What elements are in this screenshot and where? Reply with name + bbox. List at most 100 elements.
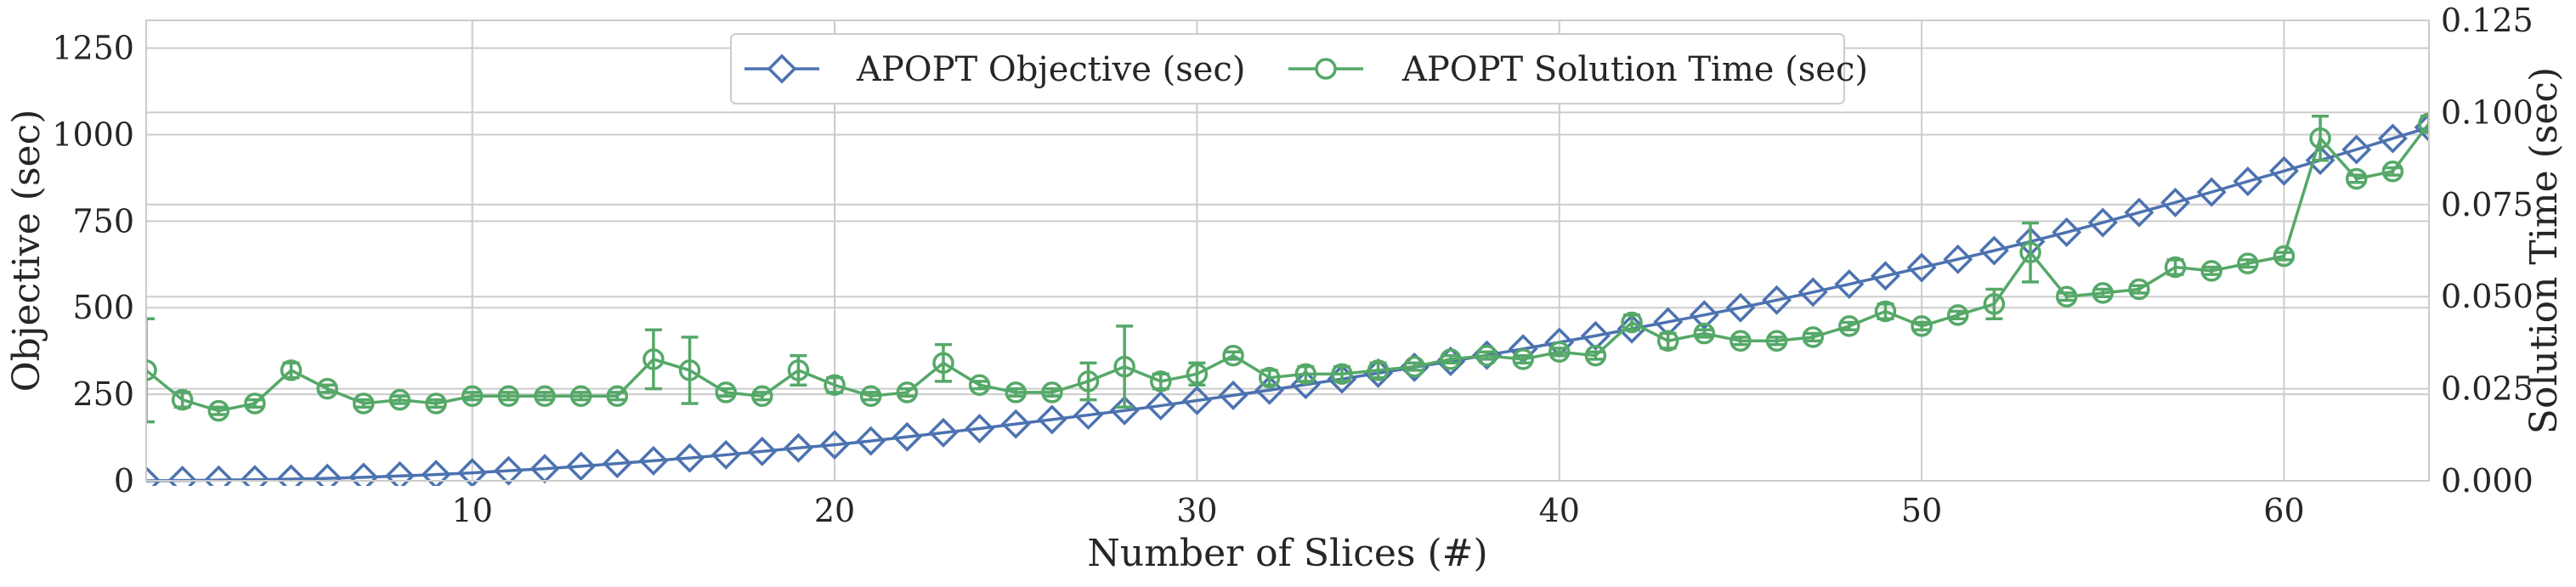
solution-time-point — [2309, 127, 2331, 150]
solution-time-point — [2273, 245, 2296, 268]
objective-point — [167, 466, 198, 486]
y-left-tick-label: 1000 — [52, 116, 134, 153]
objective-point — [1580, 320, 1611, 351]
objective-point — [493, 455, 524, 486]
solution-time-point — [1983, 293, 2006, 315]
y-right-tick-label: 0.025 — [2441, 370, 2534, 408]
solution-time-point — [2055, 285, 2078, 308]
y-left-tick-label: 0 — [114, 462, 134, 500]
solution-time-point — [1475, 344, 1498, 367]
solution-time-point — [2237, 252, 2259, 274]
objective-point — [312, 463, 343, 486]
legend: APOPT Objective (sec) APOPT Solution Time… — [730, 33, 1868, 104]
solution-time-point — [316, 377, 338, 400]
solution-time-point — [497, 385, 520, 408]
objective-point — [1146, 391, 1176, 421]
objective-point — [675, 443, 705, 473]
solution-time-point — [2092, 282, 2115, 304]
objective-point — [1689, 300, 1719, 330]
y-axis-right-title: Solution Time (sec) — [2522, 67, 2566, 434]
objective-point — [1073, 400, 1103, 431]
solution-time-point — [859, 385, 882, 408]
solution-time-point — [1113, 355, 1135, 378]
solution-time-point — [1041, 381, 1063, 404]
series-objective — [146, 112, 2429, 486]
solution-time-point — [1838, 315, 1860, 337]
legend-box — [730, 33, 1845, 104]
legend-entry-solution-time: APOPT Solution Time (sec) — [1288, 50, 1868, 89]
objective-point — [1725, 292, 1756, 323]
solution-time-point — [643, 348, 665, 370]
objective-point — [965, 413, 995, 443]
solution-time-point — [1730, 330, 1752, 352]
y-left-tick-label: 500 — [72, 289, 134, 326]
solution-time-point — [606, 385, 629, 408]
solution-time-point — [1874, 300, 1897, 323]
objective-point — [2124, 197, 2154, 228]
solution-time-point — [1331, 363, 1353, 386]
solution-time-point — [425, 392, 447, 415]
solution-time-point — [1294, 363, 1317, 386]
solution-time-point — [1077, 370, 1100, 392]
solution-time-point — [787, 359, 810, 381]
y-right-tick-label: 0.075 — [2441, 186, 2534, 223]
objective-point — [1037, 404, 1067, 435]
x-tick-label: 40 — [1539, 492, 1580, 529]
solution-time-point — [1186, 363, 1209, 386]
solution-time-point — [353, 392, 375, 415]
objective-point — [602, 449, 632, 479]
solution-time-point — [1621, 311, 1643, 334]
solution-time-point — [171, 388, 194, 411]
objective-point — [1979, 235, 2009, 266]
solution-time-point — [2128, 278, 2150, 301]
legend-label-objective: APOPT Objective (sec) — [856, 50, 1245, 89]
objective-point — [2305, 145, 2335, 176]
solution-time-point — [280, 359, 303, 381]
legend-label-solution-time: APOPT Solution Time (sec) — [1401, 50, 1868, 89]
objective-point — [856, 426, 886, 456]
objective-point — [457, 458, 488, 486]
objective-point — [240, 465, 270, 486]
objective-point — [348, 462, 379, 486]
objective-point — [1798, 277, 1828, 308]
solution-time-point — [1440, 348, 1462, 370]
solution-time-point — [146, 359, 157, 381]
solution-time-point — [534, 385, 556, 408]
y-left-tick-label: 1250 — [52, 30, 134, 67]
solution-time-point — [1367, 359, 1390, 381]
objective-point — [928, 417, 959, 448]
x-tick-label: 10 — [452, 492, 493, 529]
solution-time-point — [2019, 241, 2041, 263]
objective-point — [1000, 409, 1031, 439]
solution-time-point — [207, 399, 230, 422]
solution-time-point — [244, 392, 266, 415]
objective-point — [384, 460, 415, 486]
solution-time-errorbar — [146, 317, 155, 424]
y-right-tick-label: 0.125 — [2441, 2, 2534, 39]
y-right-tick-label: 0.000 — [2441, 462, 2534, 500]
solution-time-point — [932, 352, 954, 374]
solution-time-point — [824, 374, 846, 397]
objective-point — [1181, 385, 1212, 415]
series-solution-time — [146, 112, 2429, 424]
plot-frame — [145, 20, 2430, 482]
series-solution-time-line — [146, 122, 2429, 413]
solution-time-point — [1512, 348, 1534, 370]
objective-point — [638, 445, 669, 476]
solution-time-point — [388, 388, 411, 411]
y-right-tick-label: 0.050 — [2441, 278, 2534, 315]
series-objective-line — [146, 126, 2429, 483]
solution-time-point — [1693, 322, 1716, 345]
solution-time-point — [715, 381, 737, 404]
objective-point — [276, 464, 307, 486]
solution-time-point — [2200, 260, 2222, 282]
legend-marker-objective — [767, 54, 797, 84]
objective-point — [1871, 261, 1900, 291]
solution-time-point — [2164, 256, 2187, 279]
objective-point — [711, 439, 741, 470]
x-tick-label: 20 — [814, 492, 855, 529]
objective-point — [2233, 167, 2263, 196]
objective-point — [421, 460, 451, 486]
objective-point — [819, 430, 850, 460]
